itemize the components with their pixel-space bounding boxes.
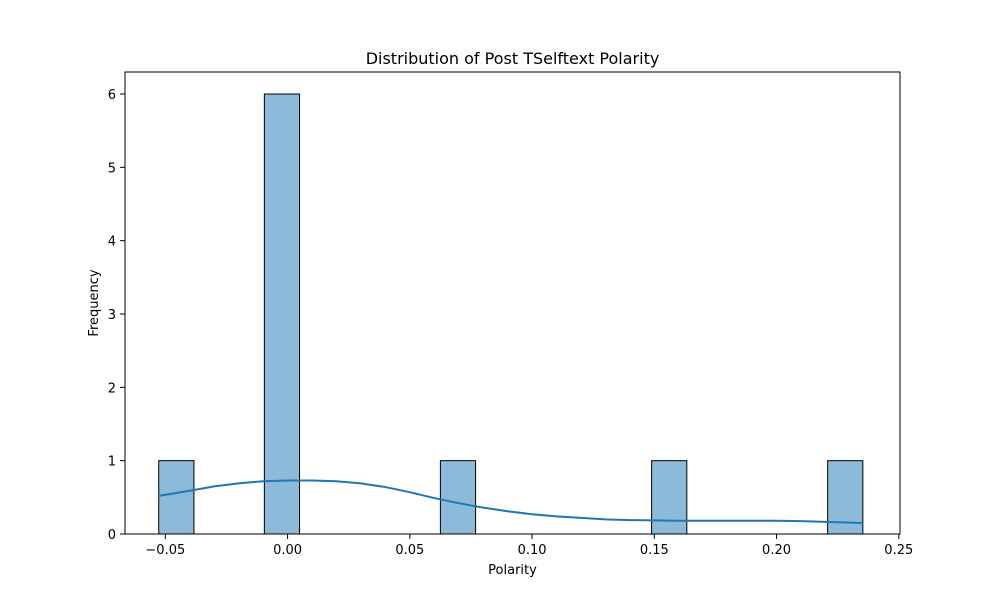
histogram-bar-1 — [263, 93, 301, 535]
x-axis-label: Polarity — [488, 563, 537, 578]
x-tick-label: 0.05 — [395, 543, 424, 558]
kde-curve — [158, 479, 863, 524]
y-tick-label: 5 — [108, 161, 116, 176]
y-axis-label: Frequency — [87, 269, 102, 336]
y-tick-label: 0 — [108, 528, 116, 543]
x-tick-label: 0.15 — [640, 543, 669, 558]
x-tick-label: 0.00 — [273, 543, 302, 558]
y-tick-label: 2 — [108, 381, 116, 396]
histogram-bar-3 — [651, 460, 688, 535]
x-tick-label: 0.20 — [762, 543, 791, 558]
chart-title: Distribution of Post TSelftext Polarity — [366, 49, 660, 68]
histogram-bar-0 — [158, 460, 195, 535]
y-axis-ticks: 0 1 2 3 4 5 6 — [108, 88, 125, 543]
x-tick-label: −0.05 — [145, 543, 185, 558]
y-tick-label: 4 — [108, 235, 116, 250]
x-axis-ticks: −0.05 0.00 0.05 0.10 0.15 0.20 0.25 — [145, 534, 913, 558]
x-tick-label: 0.25 — [884, 543, 913, 558]
y-tick-label: 3 — [108, 308, 116, 323]
plot-frame — [124, 71, 901, 535]
y-tick-label: 1 — [108, 455, 116, 470]
y-tick-label: 6 — [108, 88, 116, 103]
x-tick-label: 0.10 — [518, 543, 547, 558]
histogram-bars — [158, 93, 864, 535]
histogram-bar-2 — [439, 460, 477, 535]
